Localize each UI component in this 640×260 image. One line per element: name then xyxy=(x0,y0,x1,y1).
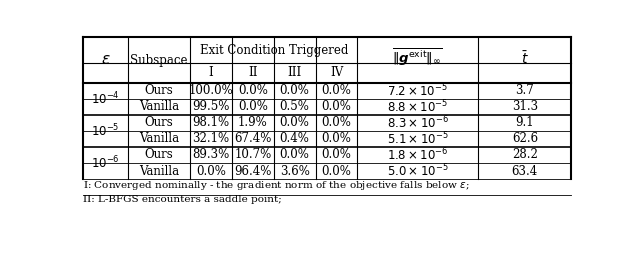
Text: $8.3 \times 10^{-6}$: $8.3 \times 10^{-6}$ xyxy=(387,115,449,131)
Text: 32.1%: 32.1% xyxy=(193,132,230,145)
Text: 62.6: 62.6 xyxy=(512,132,538,145)
Text: 28.2: 28.2 xyxy=(512,148,538,161)
Text: 99.5%: 99.5% xyxy=(192,100,230,113)
Text: 1.9%: 1.9% xyxy=(238,116,268,129)
Text: $5.1 \times 10^{-5}$: $5.1 \times 10^{-5}$ xyxy=(387,131,449,147)
Text: 98.1%: 98.1% xyxy=(193,116,230,129)
Text: 0.0%: 0.0% xyxy=(321,148,351,161)
Text: 10.7%: 10.7% xyxy=(234,148,271,161)
Text: $8.8 \times 10^{-5}$: $8.8 \times 10^{-5}$ xyxy=(387,99,449,115)
Text: Subspace: Subspace xyxy=(131,54,188,67)
Text: 9.1: 9.1 xyxy=(516,116,534,129)
Text: Ours: Ours xyxy=(145,148,173,161)
Text: $\bar{t}$: $\bar{t}$ xyxy=(521,50,529,67)
Text: 0.0%: 0.0% xyxy=(321,132,351,145)
Text: Vanilla: Vanilla xyxy=(139,100,179,113)
Text: Exit Condition Triggered: Exit Condition Triggered xyxy=(200,44,348,57)
Text: $10^{-4}$: $10^{-4}$ xyxy=(92,90,120,107)
Text: II: II xyxy=(248,66,257,79)
Text: 63.4: 63.4 xyxy=(512,165,538,178)
Text: III: III xyxy=(287,66,302,79)
Text: $5.0 \times 10^{-5}$: $5.0 \times 10^{-5}$ xyxy=(387,163,449,179)
Text: II: L-BFGS encounters a saddle point;: II: L-BFGS encounters a saddle point; xyxy=(83,195,282,204)
Text: 3.6%: 3.6% xyxy=(280,165,310,178)
Text: $\overline{\|\boldsymbol{g}^{\mathrm{exit}}\|_{\infty}}$: $\overline{\|\boldsymbol{g}^{\mathrm{exi… xyxy=(392,47,444,68)
Text: $7.2 \times 10^{-5}$: $7.2 \times 10^{-5}$ xyxy=(387,82,449,99)
Text: 100.0%: 100.0% xyxy=(189,84,234,97)
Text: Vanilla: Vanilla xyxy=(139,165,179,178)
Text: 0.0%: 0.0% xyxy=(321,165,351,178)
Text: I: Converged nominally - the gradient norm of the objective falls below $\epsilo: I: Converged nominally - the gradient no… xyxy=(83,179,470,192)
Text: 0.4%: 0.4% xyxy=(280,132,310,145)
Text: 0.0%: 0.0% xyxy=(196,165,226,178)
Text: 0.0%: 0.0% xyxy=(321,116,351,129)
Text: 0.0%: 0.0% xyxy=(280,116,310,129)
Text: 0.0%: 0.0% xyxy=(238,84,268,97)
Text: IV: IV xyxy=(330,66,343,79)
Text: $1.8 \times 10^{-6}$: $1.8 \times 10^{-6}$ xyxy=(387,147,449,163)
Text: 0.5%: 0.5% xyxy=(280,100,310,113)
Text: $10^{-5}$: $10^{-5}$ xyxy=(92,123,120,139)
Text: 31.3: 31.3 xyxy=(512,100,538,113)
Text: 0.0%: 0.0% xyxy=(280,148,310,161)
Text: $10^{-6}$: $10^{-6}$ xyxy=(92,155,120,171)
Text: 0.0%: 0.0% xyxy=(280,84,310,97)
Text: 67.4%: 67.4% xyxy=(234,132,271,145)
Text: 89.3%: 89.3% xyxy=(193,148,230,161)
Text: I: I xyxy=(209,66,213,79)
Text: 0.0%: 0.0% xyxy=(238,100,268,113)
Text: $\epsilon$: $\epsilon$ xyxy=(100,53,111,67)
Text: Ours: Ours xyxy=(145,84,173,97)
Text: 0.0%: 0.0% xyxy=(321,100,351,113)
Text: 96.4%: 96.4% xyxy=(234,165,271,178)
Text: 0.0%: 0.0% xyxy=(321,84,351,97)
Text: Ours: Ours xyxy=(145,116,173,129)
Text: 3.7: 3.7 xyxy=(515,84,534,97)
Text: Vanilla: Vanilla xyxy=(139,132,179,145)
